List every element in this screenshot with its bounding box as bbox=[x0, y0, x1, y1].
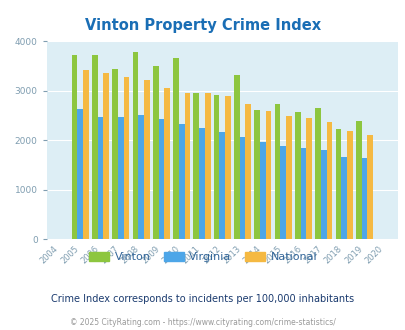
Text: Crime Index corresponds to incidents per 100,000 inhabitants: Crime Index corresponds to incidents per… bbox=[51, 294, 354, 304]
Bar bbox=[239, 137, 245, 239]
Bar bbox=[260, 142, 265, 239]
Bar bbox=[138, 115, 144, 239]
Bar bbox=[158, 119, 164, 239]
Bar bbox=[341, 157, 346, 239]
Bar bbox=[265, 111, 271, 239]
Bar bbox=[92, 55, 98, 239]
Bar bbox=[254, 110, 260, 239]
Bar bbox=[355, 121, 361, 239]
Bar bbox=[153, 66, 158, 239]
Bar bbox=[213, 95, 219, 239]
Bar bbox=[326, 122, 332, 239]
Bar bbox=[367, 135, 372, 239]
Text: © 2025 CityRating.com - https://www.cityrating.com/crime-statistics/: © 2025 CityRating.com - https://www.city… bbox=[70, 318, 335, 327]
Bar bbox=[280, 146, 286, 239]
Bar bbox=[83, 70, 89, 239]
Text: Vinton Property Crime Index: Vinton Property Crime Index bbox=[85, 18, 320, 33]
Bar bbox=[320, 149, 326, 239]
Bar bbox=[274, 104, 280, 239]
Bar bbox=[294, 112, 300, 239]
Bar bbox=[205, 93, 210, 239]
Bar bbox=[132, 51, 138, 239]
Bar bbox=[173, 58, 179, 239]
Bar bbox=[361, 158, 367, 239]
Bar bbox=[144, 80, 149, 239]
Bar bbox=[199, 128, 205, 239]
Bar bbox=[245, 104, 251, 239]
Bar bbox=[225, 96, 230, 239]
Bar bbox=[98, 117, 103, 239]
Bar bbox=[300, 148, 306, 239]
Bar bbox=[193, 93, 199, 239]
Bar bbox=[118, 117, 124, 239]
Bar bbox=[164, 88, 170, 239]
Bar bbox=[124, 77, 129, 239]
Bar bbox=[103, 73, 109, 239]
Bar bbox=[219, 132, 225, 239]
Bar bbox=[184, 93, 190, 239]
Bar bbox=[346, 131, 352, 239]
Bar bbox=[112, 69, 118, 239]
Legend: Vinton, Virginia, National: Vinton, Virginia, National bbox=[84, 248, 321, 267]
Bar bbox=[72, 55, 77, 239]
Bar bbox=[335, 129, 341, 239]
Bar bbox=[286, 115, 291, 239]
Bar bbox=[315, 108, 320, 239]
Bar bbox=[77, 109, 83, 239]
Bar bbox=[234, 75, 239, 239]
Bar bbox=[179, 124, 184, 239]
Bar bbox=[306, 118, 311, 239]
